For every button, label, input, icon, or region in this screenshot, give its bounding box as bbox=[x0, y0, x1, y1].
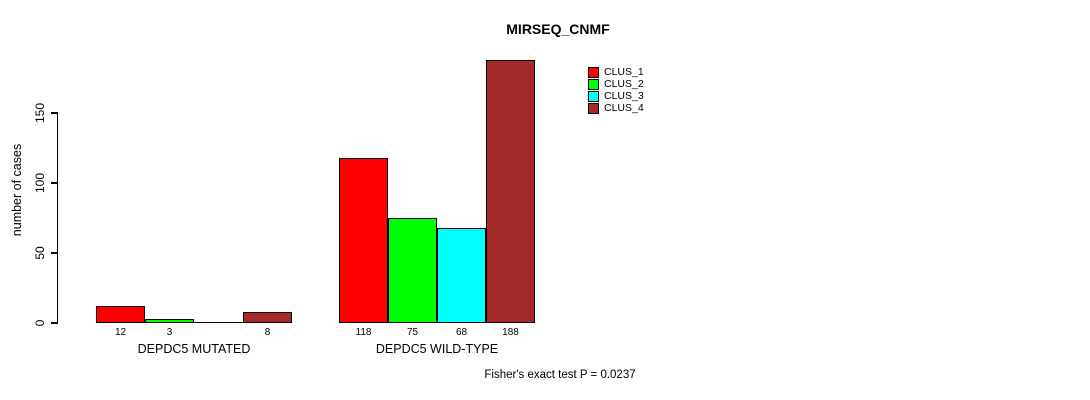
legend-label: CLUS_2 bbox=[604, 78, 644, 90]
y-axis-line bbox=[56, 112, 58, 324]
bar-value-label: 68 bbox=[455, 327, 468, 338]
bar-clus_1-group1 bbox=[96, 306, 145, 323]
bar-clus_1-group2 bbox=[339, 157, 388, 323]
y-axis-tick-label: 150 bbox=[33, 102, 47, 124]
bar-value-label: 118 bbox=[355, 327, 372, 338]
y-axis-tick-label: 0 bbox=[33, 319, 47, 327]
legend-label: CLUS_1 bbox=[604, 66, 644, 78]
y-axis-label: number of cases bbox=[10, 143, 24, 237]
bar-value-label: 12 bbox=[114, 327, 127, 338]
bar-value-label: 8 bbox=[264, 327, 271, 338]
x-axis-category-label: DEPDC5 MUTATED bbox=[137, 342, 251, 356]
bar-value-label: 188 bbox=[502, 327, 519, 338]
y-axis-tick-label: 50 bbox=[33, 246, 47, 260]
legend-swatch-clus_3 bbox=[588, 91, 599, 102]
bar-clus_4-group1 bbox=[243, 311, 292, 323]
fisher-test-annotation: Fisher's exact test P = 0.0237 bbox=[484, 369, 636, 381]
chart-title: MIRSEQ_CNMF bbox=[506, 21, 610, 37]
legend-swatch-clus_2 bbox=[588, 79, 599, 90]
y-axis-tick bbox=[50, 252, 57, 254]
bar-clus_2-group2 bbox=[388, 218, 437, 323]
bar-clus_2-group1 bbox=[145, 318, 194, 323]
legend-swatch-clus_1 bbox=[588, 67, 599, 78]
y-axis-tick-label: 100 bbox=[33, 172, 47, 194]
y-axis-tick bbox=[50, 182, 57, 184]
y-axis-tick bbox=[50, 322, 57, 324]
x-axis-baseline bbox=[96, 321, 292, 323]
x-axis-category-label: DEPDC5 WILD-TYPE bbox=[375, 342, 499, 356]
bar-value-label: 75 bbox=[406, 327, 419, 338]
legend-label: CLUS_3 bbox=[604, 90, 644, 102]
legend-swatch-clus_4 bbox=[588, 103, 599, 114]
legend-label: CLUS_4 bbox=[604, 102, 644, 114]
y-axis-tick bbox=[50, 112, 57, 114]
bar-value-label: 3 bbox=[166, 327, 173, 338]
bar-clus_4-group2 bbox=[486, 59, 535, 323]
bar-clus_3-group2 bbox=[437, 227, 486, 323]
